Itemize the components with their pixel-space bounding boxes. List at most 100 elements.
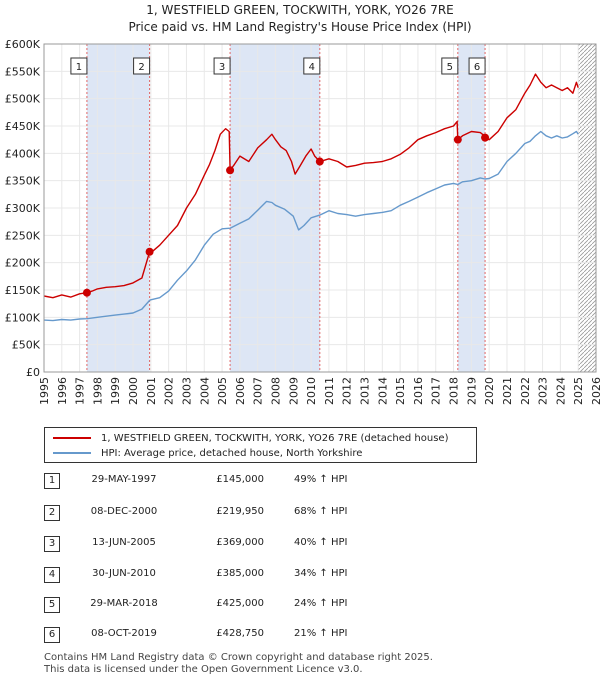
- x-tick-label: 2009: [287, 377, 300, 405]
- sale-point: [82, 288, 91, 297]
- x-tick-label: 2004: [198, 377, 211, 405]
- x-tick-label: 2014: [376, 377, 389, 405]
- chart-legend: 1, WESTFIELD GREEN, TOCKWITH, YORK, YO26…: [44, 427, 477, 463]
- sale-label-text: 2: [138, 62, 144, 73]
- transaction-number-badge: 3: [44, 536, 60, 552]
- sale-point: [453, 135, 462, 144]
- legend-item-hpi: HPI: Average price, detached house, Nort…: [53, 446, 362, 460]
- y-tick-label: £50K: [12, 339, 41, 352]
- transaction-price: £428,750: [216, 628, 264, 639]
- y-tick-label: £250K: [5, 229, 41, 242]
- x-tick-label: 2008: [269, 377, 282, 405]
- sale-label-text: 4: [309, 62, 315, 73]
- sale-label: 6: [468, 57, 486, 75]
- transaction-date: 29-MAR-2018: [90, 598, 158, 609]
- transaction-hpi-change: 49% ↑ HPI: [294, 474, 348, 485]
- transaction-hpi-change: 40% ↑ HPI: [294, 537, 348, 548]
- legend-swatch-property: [53, 437, 91, 439]
- transaction-date: 29-MAY-1997: [91, 474, 157, 485]
- y-tick-label: £600K: [5, 38, 41, 51]
- x-tick-label: 2015: [394, 377, 407, 405]
- sale-label: 2: [133, 57, 151, 75]
- transaction-hpi-change: 34% ↑ HPI: [294, 568, 348, 579]
- transaction-number-badge: 1: [44, 473, 60, 489]
- x-tick-label: 2007: [252, 377, 265, 405]
- sale-label: 4: [303, 57, 321, 75]
- plot-frame: [43, 43, 597, 373]
- y-tick-label: £500K: [5, 93, 41, 106]
- transaction-price: £369,000: [216, 537, 264, 548]
- transaction-row: 6 08-OCT-2019 £428,750 21% ↑ HPI: [44, 627, 464, 645]
- transaction-number-badge: 2: [44, 505, 60, 521]
- x-tick-label: 2012: [341, 377, 354, 405]
- x-tick-label: 2026: [590, 377, 600, 405]
- title-line-1: 1, WESTFIELD GREEN, TOCKWITH, YORK, YO26…: [146, 3, 454, 17]
- sale-label-text: 6: [474, 62, 480, 73]
- y-tick-label: £0: [26, 366, 40, 379]
- x-tick-label: 2019: [465, 377, 478, 405]
- sale-label-box: [303, 57, 321, 75]
- x-tick-label: 2023: [537, 377, 550, 405]
- legend-item-property: 1, WESTFIELD GREEN, TOCKWITH, YORK, YO26…: [53, 431, 448, 445]
- transaction-date: 13-JUN-2005: [92, 537, 156, 548]
- sale-point: [145, 247, 154, 256]
- y-tick-label: £150K: [5, 284, 41, 297]
- footer-notice: Contains HM Land Registry data © Crown c…: [44, 652, 433, 676]
- y-tick-label: £450K: [5, 120, 41, 133]
- y-tick-label: £550K: [5, 65, 41, 78]
- x-tick-label: 2000: [127, 377, 140, 405]
- legend-label-property: 1, WESTFIELD GREEN, TOCKWITH, YORK, YO26…: [101, 432, 449, 444]
- sale-label-box: [468, 57, 486, 75]
- transaction-row: 5 29-MAR-2018 £425,000 24% ↑ HPI: [44, 597, 464, 615]
- transaction-number-badge: 5: [44, 597, 60, 613]
- x-tick-label: 1999: [109, 377, 122, 405]
- x-tick-label: 2024: [554, 377, 567, 405]
- y-tick-label: £350K: [5, 175, 41, 188]
- x-tick-label: 2021: [501, 377, 514, 405]
- x-tick-label: 2003: [180, 377, 193, 405]
- x-tick-label: 2001: [145, 377, 158, 405]
- transaction-date: 08-OCT-2019: [91, 628, 157, 639]
- transaction-price: £145,000: [216, 474, 264, 485]
- hpi-line: [43, 130, 579, 322]
- transaction-number-badge: 4: [44, 567, 60, 583]
- legend-label-hpi: HPI: Average price, detached house, Nort…: [101, 447, 363, 459]
- transaction-row: 4 30-JUN-2010 £385,000 34% ↑ HPI: [44, 567, 464, 585]
- sale-label-box: [133, 57, 151, 75]
- sale-label-text: 1: [76, 62, 82, 73]
- transaction-hpi-change: 68% ↑ HPI: [294, 506, 348, 517]
- sale-label-box: [441, 57, 459, 75]
- transaction-row: 2 08-DEC-2000 £219,950 68% ↑ HPI: [44, 505, 464, 523]
- sale-point: [226, 166, 235, 175]
- transaction-hpi-change: 24% ↑ HPI: [294, 598, 348, 609]
- x-tick-label: 2020: [483, 377, 496, 405]
- y-tick-label: £400K: [5, 147, 41, 160]
- footer-licence: This data is licensed under the Open Gov…: [44, 664, 363, 675]
- sale-label: 5: [441, 57, 459, 75]
- x-tick-label: 1997: [74, 377, 87, 405]
- x-tick-label: 1995: [38, 377, 51, 405]
- y-tick-label: £300K: [5, 202, 41, 215]
- y-tick-label: £200K: [5, 257, 41, 270]
- transaction-date: 30-JUN-2010: [92, 568, 156, 579]
- transaction-price: £219,950: [216, 506, 264, 517]
- x-tick-label: 2010: [305, 377, 318, 405]
- x-tick-label: 2016: [412, 377, 425, 405]
- x-tick-label: 2005: [216, 377, 229, 405]
- x-tick-label: 2006: [234, 377, 247, 405]
- x-tick-label: 2018: [448, 377, 461, 405]
- x-tick-label: 2017: [430, 377, 443, 405]
- footer-copyright: Contains HM Land Registry data © Crown c…: [44, 652, 433, 663]
- x-tick-label: 2002: [163, 377, 176, 405]
- x-tick-label: 2022: [519, 377, 532, 405]
- sale-label: 1: [70, 57, 88, 75]
- x-tick-label: 2011: [323, 377, 336, 405]
- sale-point: [481, 133, 490, 142]
- transaction-number-badge: 6: [44, 627, 60, 643]
- x-tick-label: 1996: [56, 377, 69, 405]
- transaction-price: £425,000: [216, 598, 264, 609]
- x-tick-label: 1998: [91, 377, 104, 405]
- transaction-date: 08-DEC-2000: [90, 506, 158, 517]
- sale-label: 3: [213, 57, 231, 75]
- transaction-row: 3 13-JUN-2005 £369,000 40% ↑ HPI: [44, 536, 464, 554]
